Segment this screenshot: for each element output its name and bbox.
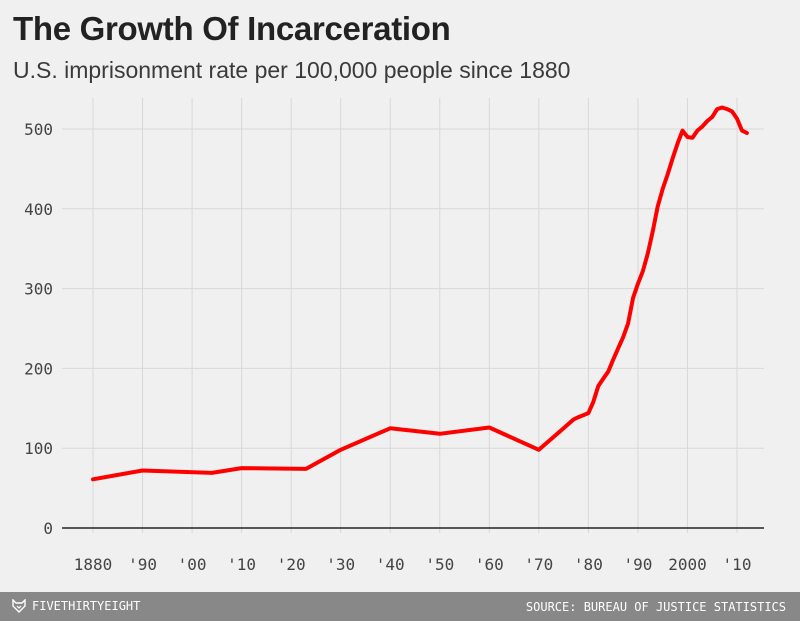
y-tick-label: 400 <box>24 200 53 219</box>
x-tick-label: '40 <box>376 555 405 574</box>
x-tick-label: '30 <box>326 555 355 574</box>
x-tick-label: '70 <box>524 555 553 574</box>
y-axis-tick-labels: 0 100 200 300 400 500 <box>24 120 53 538</box>
x-tick-label: 1880 <box>74 555 113 574</box>
x-tick-label: '60 <box>475 555 504 574</box>
x-tick-label: '20 <box>277 555 306 574</box>
x-axis-tick-labels: 1880 '90 '00 '10 '20 '30 '40 '50 '60 '70 '80 '90 200… <box>74 555 752 574</box>
chart-subtitle: U.S. imprisonment rate per 100,000 peopl… <box>13 57 571 83</box>
incarceration-line-chart: 0 100 200 300 400 500 1880 '90 '00 '10 '20 '30 '40 '… <box>24 98 764 574</box>
x-tick-label: '10 <box>723 555 752 574</box>
y-tick-label: 0 <box>43 519 53 538</box>
y-tick-label: 300 <box>24 280 53 299</box>
chart-title: The Growth Of Incarceration <box>13 10 451 47</box>
x-tick-label: '80 <box>574 555 603 574</box>
footer-bar: FIVETHIRTYEIGHT SOURCE: BUREAU OF JUSTIC… <box>0 592 800 621</box>
y-tick-label: 200 <box>24 359 53 378</box>
brand: FIVETHIRTYEIGHT <box>12 599 140 613</box>
vertical-gridlines <box>92 98 738 533</box>
x-tick-label: '10 <box>227 555 256 574</box>
horizontal-gridlines <box>62 128 764 449</box>
x-tick-label: '00 <box>178 555 207 574</box>
imprisonment-rate-line <box>91 105 749 482</box>
x-tick-label: '90 <box>128 555 157 574</box>
y-tick-label: 500 <box>24 120 53 139</box>
x-tick-label: '50 <box>425 555 454 574</box>
x-tick-label: 2000 <box>668 555 707 574</box>
x-tick-label: '90 <box>623 555 652 574</box>
brand-name: FIVETHIRTYEIGHT <box>32 599 141 613</box>
fox-icon <box>12 599 26 613</box>
y-tick-label: 100 <box>24 439 53 458</box>
source-credit: SOURCE: BUREAU OF JUSTICE STATISTICS <box>525 600 786 614</box>
